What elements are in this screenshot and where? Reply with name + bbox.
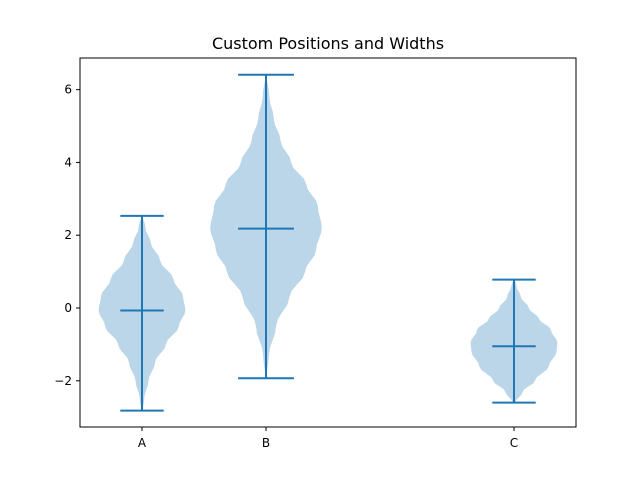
x-tick-label-b: B (262, 436, 270, 450)
x-tick-label-a: A (138, 436, 147, 450)
y-tick-label-4: 6 (64, 83, 72, 97)
x-axis: A B C (138, 427, 518, 450)
y-tick-label-3: 4 (64, 155, 72, 169)
y-tick-label-2: 2 (64, 228, 72, 242)
y-tick-label-0: −2 (54, 374, 72, 388)
chart-title: Custom Positions and Widths (212, 34, 444, 53)
y-tick-label-1: 0 (64, 301, 72, 315)
plot-area (98, 73, 558, 412)
x-tick-label-c: C (510, 436, 518, 450)
axes-frame (79, 57, 577, 428)
y-axis: −2 0 2 4 6 (54, 83, 80, 388)
